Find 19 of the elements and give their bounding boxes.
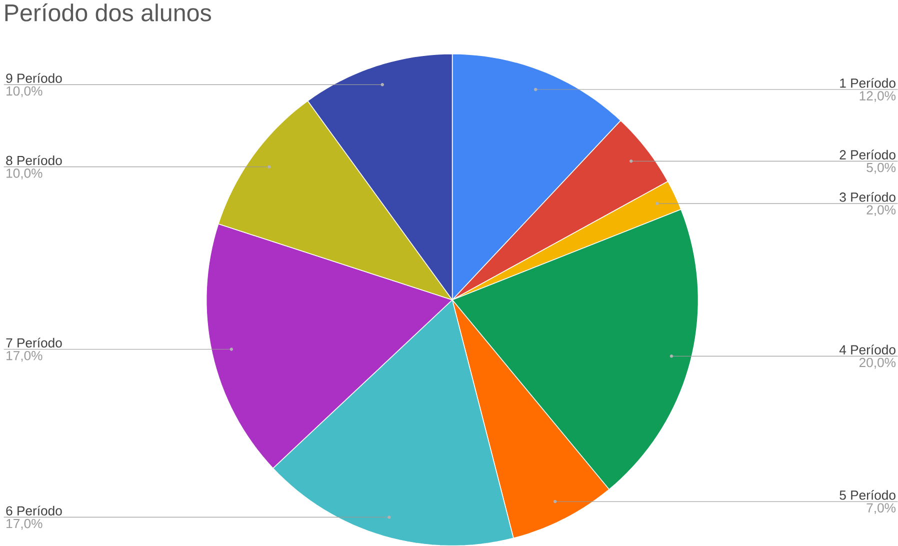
slice-label: 6 Período [6,506,62,516]
data-label: 10,0% [6,86,42,98]
chart-title: Período dos alunos [5,3,212,22]
slice-label: 9 Período [6,73,62,83]
data-label: 2,0% [866,205,896,216]
data-label: 17,0% [6,518,42,530]
data-label: 20,0% [859,358,896,369]
slice-label: 3 Período [840,192,896,202]
data-label: 10,0% [6,168,42,180]
data-label: 7,0% [866,503,896,514]
slice-label: 8 Período [6,155,62,166]
slice-label: 5 Período [840,490,896,500]
slice-label: 7 Período [6,338,62,348]
slice-label: 4 Período [839,344,896,354]
data-label: 5,0% [866,162,896,174]
slice-label: 1 Período [840,78,896,88]
data-label: 17,0% [6,350,42,362]
slice-label: 2 Período [840,150,896,160]
data-label: 12,0% [860,91,896,102]
